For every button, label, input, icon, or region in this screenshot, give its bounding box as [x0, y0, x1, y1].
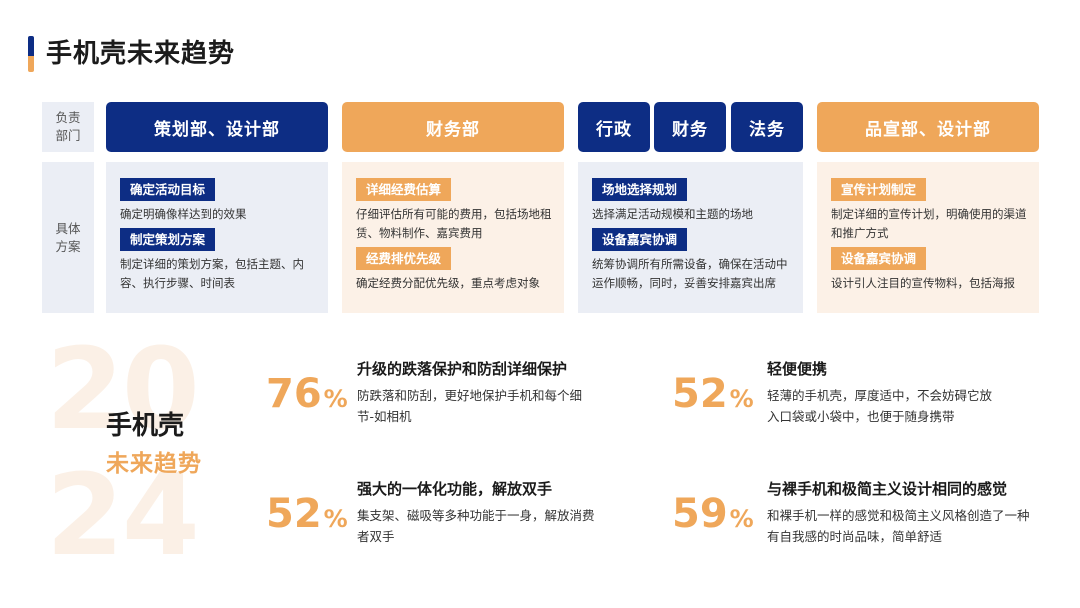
section-subtitle: 未来趋势: [106, 451, 202, 477]
feature-1-percent-value: 76: [266, 371, 322, 417]
feature-3-percent-value: 52: [266, 491, 322, 537]
plan-card-3-desc-1: 选择满足活动规模和主题的场地: [592, 207, 753, 221]
dept-planning-design: 策划部、设计部: [106, 102, 328, 152]
plan-card-4: 宣传计划制定 制定详细的宣传计划，明确使用的渠道和推广方式 设备嘉宾协调 设计引…: [817, 162, 1039, 313]
plan-card-1-tag-1: 确定活动目标: [120, 178, 216, 201]
feature-2-desc: 轻薄的手机壳，厚度适中，不会妨碍它放入口袋或小袋中，也便于随身携带: [767, 388, 993, 424]
feature-4-percent-unit: %: [729, 505, 754, 533]
feature-1-percent: 76%: [266, 370, 348, 423]
feature-2-percent: 52%: [672, 370, 754, 423]
feature-3-desc: 集支架、磁吸等多种功能于一身，解放消费者双手: [357, 508, 595, 544]
feature-2-percent-unit: %: [729, 385, 754, 413]
dept-brand-design: 品宣部、设计部: [817, 102, 1039, 152]
row-label-responsible: 负责 部门: [42, 102, 94, 152]
feature-1-title: 升级的跌落保护和防刮详细保护: [357, 360, 568, 378]
feature-4-percent-value: 59: [672, 491, 728, 537]
plan-card-4-desc-2: 设计引人注目的宣传物料，包括海报: [831, 276, 1015, 290]
dept-finance-2: 财务: [654, 102, 726, 152]
plan-card-3-tag-1: 场地选择规划: [592, 178, 688, 201]
plan-card-4-tag-1: 宣传计划制定: [831, 178, 927, 201]
feature-1-percent-unit: %: [323, 385, 348, 413]
dept-admin: 行政: [578, 102, 650, 152]
plan-card-2-desc-2: 确定经费分配优先级，重点考虑对象: [356, 276, 540, 290]
row-label-plan: 具体 方案: [42, 162, 94, 313]
year-watermark-top: 20: [46, 325, 200, 455]
section-title: 手机壳: [106, 411, 185, 441]
feature-2-title: 轻便便携: [767, 360, 828, 378]
plan-card-2-tag-2: 经费排优先级: [356, 247, 452, 270]
plan-card-2-desc-1: 仔细评估所有可能的费用，包括场地租赁、物料制作、嘉宾费用: [356, 207, 552, 240]
feature-1-desc: 防跌落和防刮，更好地保护手机和每个细节-如相机: [357, 388, 583, 424]
plan-card-3-desc-2: 统筹协调所有所需设备，确保在活动中运作顺畅，同时，妥善安排嘉宾出席: [592, 257, 788, 290]
plan-card-1-desc-2: 制定详细的策划方案，包括主题、内容、执行步骤、时间表: [120, 257, 304, 290]
dept-finance: 财务部: [342, 102, 564, 152]
feature-4-desc: 和裸手机一样的感觉和极简主义风格创造了一种有自我感的时尚品味，简单舒适: [767, 508, 1030, 544]
page-title: 手机壳未来趋势: [46, 39, 236, 69]
plan-card-1-tag-2: 制定策划方案: [120, 228, 216, 251]
plan-card-1-desc-1: 确定明确像样达到的效果: [120, 207, 247, 221]
plan-card-4-desc-1: 制定详细的宣传计划，明确使用的渠道和推广方式: [831, 207, 1027, 240]
row-label-responsible-text: 负责 部门: [55, 110, 81, 143]
feature-4-title: 与裸手机和极简主义设计相同的感觉: [767, 480, 1008, 498]
plan-card-2: 详细经费估算 仔细评估所有可能的费用，包括场地租赁、物料制作、嘉宾费用 经费排优…: [342, 162, 564, 313]
title-accent-bar: [28, 36, 34, 72]
year-watermark-bottom: 24: [46, 451, 200, 581]
feature-4-percent: 59%: [672, 490, 754, 543]
feature-3-percent: 52%: [266, 490, 348, 543]
row-label-plan-text: 具体 方案: [55, 220, 81, 254]
dept-legal: 法务: [731, 102, 803, 152]
feature-2-percent-value: 52: [672, 371, 728, 417]
plan-card-3-tag-2: 设备嘉宾协调: [592, 228, 688, 251]
plan-card-1: 确定活动目标 确定明确像样达到的效果 制定策划方案 制定详细的策划方案，包括主题…: [106, 162, 328, 313]
plan-card-2-tag-1: 详细经费估算: [356, 178, 452, 201]
plan-card-3: 场地选择规划 选择满足活动规模和主题的场地 设备嘉宾协调 统筹协调所有所需设备，…: [578, 162, 803, 313]
plan-card-4-tag-2: 设备嘉宾协调: [831, 247, 927, 270]
feature-3-title: 强大的一体化功能，解放双手: [357, 480, 553, 498]
feature-3-percent-unit: %: [323, 505, 348, 533]
